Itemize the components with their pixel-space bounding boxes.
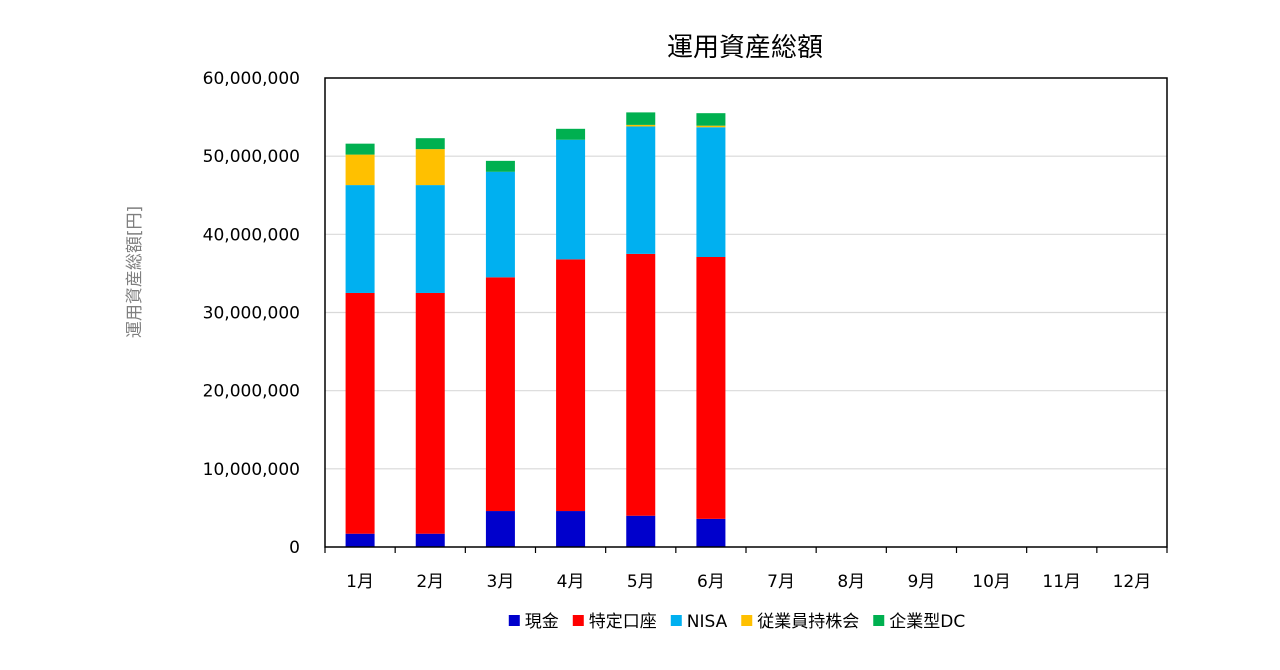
bar-segment (485, 511, 515, 547)
x-tick-label: 1月 (346, 572, 374, 592)
legend-label: NISA (687, 612, 728, 632)
x-tick-label: 9月 (908, 572, 936, 592)
x-tick-label: 6月 (697, 572, 725, 592)
y-tick-label: 0 (289, 538, 300, 558)
x-axis-ticks: 1月 2月 3月 4月 5月 6月 7月 8月 9月 10月 11月 12月 (324, 547, 1168, 592)
bar-segment (345, 154, 375, 186)
bar-segment (345, 533, 375, 547)
y-tick-label: 60,000,000 (203, 69, 300, 89)
bar-segment (696, 257, 726, 519)
x-tick-label: 11月 (1042, 572, 1081, 592)
y-tick-label: 50,000,000 (203, 147, 300, 167)
y-tick-label: 10,000,000 (203, 460, 300, 480)
bar-segment (485, 171, 515, 278)
bars (345, 112, 726, 547)
bar-segment (485, 160, 515, 172)
gridlines (325, 155, 1167, 470)
chart-title: 運用資産総額 (667, 33, 823, 63)
legend-item: 現金 (508, 612, 559, 632)
bar-segment (626, 515, 656, 547)
bar-segment (696, 518, 726, 547)
legend-item: 企業型DC (873, 612, 965, 632)
bar-segment (626, 124, 656, 127)
legend-swatch (741, 615, 753, 626)
y-tick-label: 20,000,000 (203, 382, 300, 402)
y-axis-label: 運用資産総額[円] (125, 206, 145, 338)
bar-segment (415, 138, 445, 150)
legend: 現金 特定口座 NISA 従業員持株会 企業型DC (508, 612, 965, 632)
bar-segment (626, 112, 656, 125)
x-tick-label: 4月 (557, 572, 585, 592)
legend-label: 特定口座 (589, 612, 657, 632)
bar-segment (556, 511, 586, 547)
bar-segment (556, 128, 586, 140)
bar-segment (415, 185, 445, 293)
bar-segment (556, 139, 586, 260)
bar-segment (415, 533, 445, 547)
y-tick-label: 40,000,000 (203, 225, 300, 245)
legend-item: 従業員持株会 (741, 612, 859, 632)
legend-swatch (670, 615, 682, 626)
x-tick-label: 7月 (767, 572, 795, 592)
x-tick-label: 8月 (837, 572, 865, 592)
legend-label: 従業員持株会 (757, 612, 859, 632)
x-tick-label: 2月 (416, 572, 444, 592)
bar-segment (696, 113, 726, 126)
x-tick-label: 3月 (487, 572, 515, 592)
bar-segment (485, 277, 515, 512)
legend-label: 企業型DC (889, 612, 965, 632)
y-axis-ticks: 0 10,000,000 20,000,000 30,000,000 40,000,00… (203, 69, 300, 558)
bar-segment (626, 253, 656, 516)
y-tick-label: 30,000,000 (203, 304, 300, 324)
bar-segment (415, 149, 445, 186)
bar-segment (345, 292, 375, 534)
legend-swatch (572, 615, 584, 626)
legend-item: 特定口座 (572, 612, 657, 632)
legend-label: 現金 (525, 612, 559, 632)
x-tick-label: 5月 (627, 572, 655, 592)
legend-item: NISA (670, 612, 728, 632)
bar-segment (345, 185, 375, 293)
bar-segment (345, 143, 375, 155)
x-tick-label: 12月 (1113, 572, 1152, 592)
x-tick-label: 10月 (972, 572, 1011, 592)
bar-segment (696, 127, 726, 258)
bar-segment (626, 126, 656, 254)
bar-segment (415, 292, 445, 534)
bar-segment (696, 125, 726, 128)
bar-segment (556, 259, 586, 512)
legend-swatch (508, 615, 520, 626)
legend-swatch (873, 615, 885, 626)
